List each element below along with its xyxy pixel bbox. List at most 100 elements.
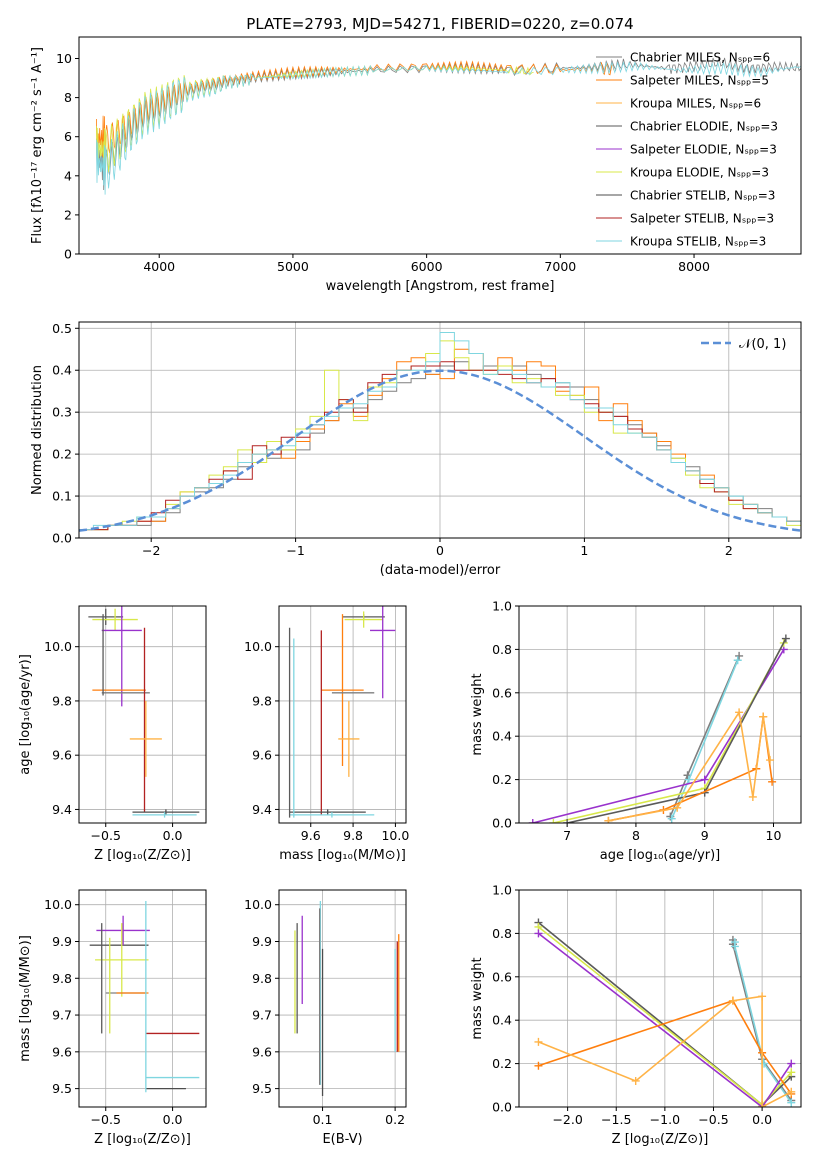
y-tick-label: 9.6 — [252, 748, 272, 763]
y-tick-label: 10.0 — [44, 639, 72, 654]
y-tick-label: 0.6 — [492, 685, 512, 700]
weight-marker — [748, 792, 757, 801]
legend-entry: Kroupa ELODIE, Nₛₚₚ=3 — [630, 166, 769, 180]
legend-entry: Salpeter STELIB, Nₛₚₚ=3 — [630, 212, 774, 226]
x-axis-label: E(B-V) — [322, 1132, 362, 1147]
y-tick-label: 9.5 — [252, 1081, 272, 1096]
y-tick-label: 0.0 — [492, 1100, 512, 1115]
weight-marker — [735, 708, 744, 717]
y-tick-label: 9.5 — [52, 1081, 72, 1096]
x-tick-label: 4000 — [143, 259, 175, 274]
weight-line — [553, 642, 785, 823]
y-tick-label: 10.0 — [44, 897, 72, 912]
y-tick-label: 1.0 — [492, 599, 512, 614]
y-tick-label: 0.4 — [492, 1013, 512, 1028]
x-axis-label: age [log₁₀(age/yr)] — [600, 848, 721, 863]
y-tick-label: 9.6 — [52, 748, 72, 763]
y-tick-label: 0.0 — [492, 816, 512, 831]
y-tick-label: 4 — [64, 168, 72, 183]
errorbar-point — [129, 700, 162, 777]
figure-title: PLATE=2793, MJD=54271, FIBERID=0220, z=0… — [246, 15, 633, 33]
y-axis-label: mass [log₁₀(M/M⊙)] — [18, 935, 33, 1062]
x-tick-label: −1.0 — [650, 1112, 680, 1127]
weight-marker — [667, 814, 676, 823]
y-tick-label: 9.8 — [52, 971, 72, 986]
y-tick-label: 9.7 — [52, 1008, 72, 1023]
weight-marker — [758, 992, 767, 1001]
chart-spectrum: 4000 5000 6000 7000 8000 0 2 4 6 8 10 wavelength [A… — [30, 36, 802, 294]
spectrum-line — [96, 64, 534, 178]
chart-weight-vs-age: 7 8 9 10 0.0 0.2 0.4 0.6 0.8 1.0 age [log₁₀(age/yr… — [470, 599, 802, 863]
legend-entry: Chabrier ELODIE, Nₛₚₚ=3 — [630, 120, 778, 134]
legend-entry: Chabrier MILES, Nₛₚₚ=6 — [630, 51, 770, 65]
weight-marker — [700, 775, 709, 784]
plot-area — [88, 606, 200, 818]
weight-marker — [787, 1087, 796, 1096]
errorbar-point — [344, 611, 383, 628]
y-tick-label: 9.8 — [252, 971, 272, 986]
x-tick-label: 7 — [563, 828, 571, 843]
chart-mass-vs-ebv: 0.1 0.2 9.5 9.6 9.7 9.8 9.9 10.0 E(B-V) — [244, 889, 407, 1147]
x-tick-label: −0.5 — [91, 1112, 121, 1127]
errorbar-point — [88, 608, 124, 625]
y-tick-label: 0.8 — [492, 926, 512, 941]
x-axis-label: Z [log₁₀(Z/Z⊙)] — [94, 1132, 191, 1147]
x-tick-label: 1 — [580, 543, 588, 558]
y-tick-label: 0.5 — [52, 321, 72, 336]
y-tick-label: 0.6 — [492, 969, 512, 984]
weight-marker — [534, 1061, 543, 1070]
x-tick-label: −2 — [142, 543, 160, 558]
x-tick-label: −1 — [286, 543, 304, 558]
y-tick-label: 9.7 — [252, 1008, 272, 1023]
weight-line — [734, 942, 792, 1104]
x-tick-label: 7000 — [544, 259, 576, 274]
y-axis-label: mass weight — [470, 957, 485, 1039]
x-tick-label: 8000 — [678, 259, 710, 274]
weight-line — [608, 710, 771, 822]
weight-marker — [673, 803, 682, 812]
errorbar-point — [321, 614, 364, 767]
weight-line — [538, 995, 792, 1107]
errorbar-point — [95, 923, 149, 997]
y-tick-label: 0.4 — [52, 363, 72, 378]
errorbar-point — [132, 809, 200, 815]
y-tick-label: 0.1 — [52, 489, 72, 504]
y-tick-label: 8 — [64, 90, 72, 105]
x-tick-label: −1.5 — [601, 1112, 631, 1127]
plot-area — [534, 918, 796, 1107]
x-tick-label: 9.6 — [301, 828, 321, 843]
chart-mass-vs-Z: −0.5 0.0 9.5 9.6 9.7 9.8 9.9 10.0 Z [log₁₀(Z/Z⊙)… — [18, 889, 207, 1147]
weight-line — [538, 999, 792, 1095]
y-tick-label: 9.9 — [252, 934, 272, 949]
y-tick-label: 6 — [64, 129, 72, 144]
x-tick-label: 0 — [436, 543, 444, 558]
y-tick-label: 9.8 — [52, 693, 72, 708]
y-tick-label: 0.3 — [52, 405, 72, 420]
x-tick-label: 9 — [701, 828, 709, 843]
y-tick-label: 9.4 — [52, 802, 72, 817]
x-axis-label: (data-model)/error — [380, 563, 501, 578]
y-axis-label: Normed distribution — [30, 365, 45, 495]
weight-marker — [759, 712, 768, 721]
axes-frame — [518, 605, 802, 824]
x-tick-label: 10.0 — [381, 828, 409, 843]
x-tick-label: 6000 — [411, 259, 443, 274]
errorbar-point — [338, 700, 360, 777]
x-tick-label: 0.0 — [163, 828, 183, 843]
y-axis-label: Flux [fλ10⁻¹⁷ erg cm⁻² s⁻¹ A⁻¹] — [30, 47, 45, 244]
axes-frame — [518, 889, 802, 1108]
weight-marker — [549, 819, 558, 823]
y-tick-label: 9.6 — [52, 1044, 72, 1059]
weight-marker — [534, 1037, 543, 1046]
y-tick-label: 9.6 — [252, 1044, 272, 1059]
x-tick-label: 10 — [766, 828, 782, 843]
spectrum-line — [96, 60, 615, 166]
y-tick-label: 10 — [56, 51, 72, 66]
errorbar-point — [92, 608, 138, 631]
weight-marker — [684, 775, 693, 784]
errorbar-point — [101, 606, 142, 707]
plot-area — [96, 57, 801, 195]
x-axis-label: mass [log₁₀(M/M⊙)] — [279, 848, 406, 863]
weight-marker — [534, 929, 543, 938]
